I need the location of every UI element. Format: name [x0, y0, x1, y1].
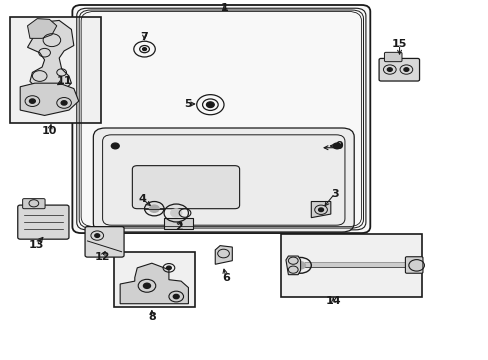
FancyBboxPatch shape	[18, 205, 69, 239]
Bar	[10, 17, 101, 123]
Circle shape	[149, 205, 159, 212]
Polygon shape	[311, 202, 330, 218]
Text: 2: 2	[174, 222, 182, 232]
Text: 3: 3	[330, 189, 338, 199]
Text: 7: 7	[141, 32, 148, 41]
Circle shape	[95, 234, 100, 237]
Circle shape	[386, 68, 391, 71]
FancyBboxPatch shape	[132, 166, 239, 209]
Circle shape	[318, 208, 323, 212]
Text: 5: 5	[184, 99, 192, 109]
Polygon shape	[20, 83, 79, 116]
FancyBboxPatch shape	[22, 199, 45, 209]
Text: 10: 10	[41, 126, 57, 136]
Text: 8: 8	[148, 312, 155, 322]
Polygon shape	[163, 219, 193, 229]
Text: 13: 13	[28, 239, 44, 249]
Circle shape	[61, 101, 67, 105]
Circle shape	[143, 283, 150, 288]
Bar	[281, 234, 422, 297]
FancyBboxPatch shape	[85, 226, 124, 257]
Text: 15: 15	[391, 40, 407, 49]
FancyBboxPatch shape	[405, 257, 422, 273]
Text: 4: 4	[138, 194, 146, 204]
Polygon shape	[120, 263, 188, 304]
Circle shape	[111, 143, 119, 149]
Circle shape	[403, 68, 408, 71]
Polygon shape	[27, 19, 57, 39]
Text: 1: 1	[221, 3, 228, 13]
Text: 6: 6	[222, 273, 229, 283]
Circle shape	[142, 48, 146, 50]
Circle shape	[173, 294, 179, 299]
Circle shape	[295, 262, 305, 269]
Circle shape	[332, 143, 340, 149]
Circle shape	[166, 266, 171, 270]
Bar	[114, 252, 194, 307]
FancyBboxPatch shape	[378, 58, 419, 81]
Text: 9: 9	[335, 141, 343, 151]
Polygon shape	[285, 256, 300, 275]
Circle shape	[29, 99, 35, 103]
Polygon shape	[27, 21, 74, 92]
FancyBboxPatch shape	[93, 128, 353, 232]
Text: 12: 12	[94, 252, 110, 262]
Text: 11: 11	[56, 76, 72, 86]
Circle shape	[170, 209, 182, 217]
Polygon shape	[215, 246, 232, 264]
FancyBboxPatch shape	[384, 52, 401, 62]
FancyBboxPatch shape	[72, 5, 369, 233]
Text: 14: 14	[325, 296, 340, 306]
Circle shape	[206, 102, 214, 108]
